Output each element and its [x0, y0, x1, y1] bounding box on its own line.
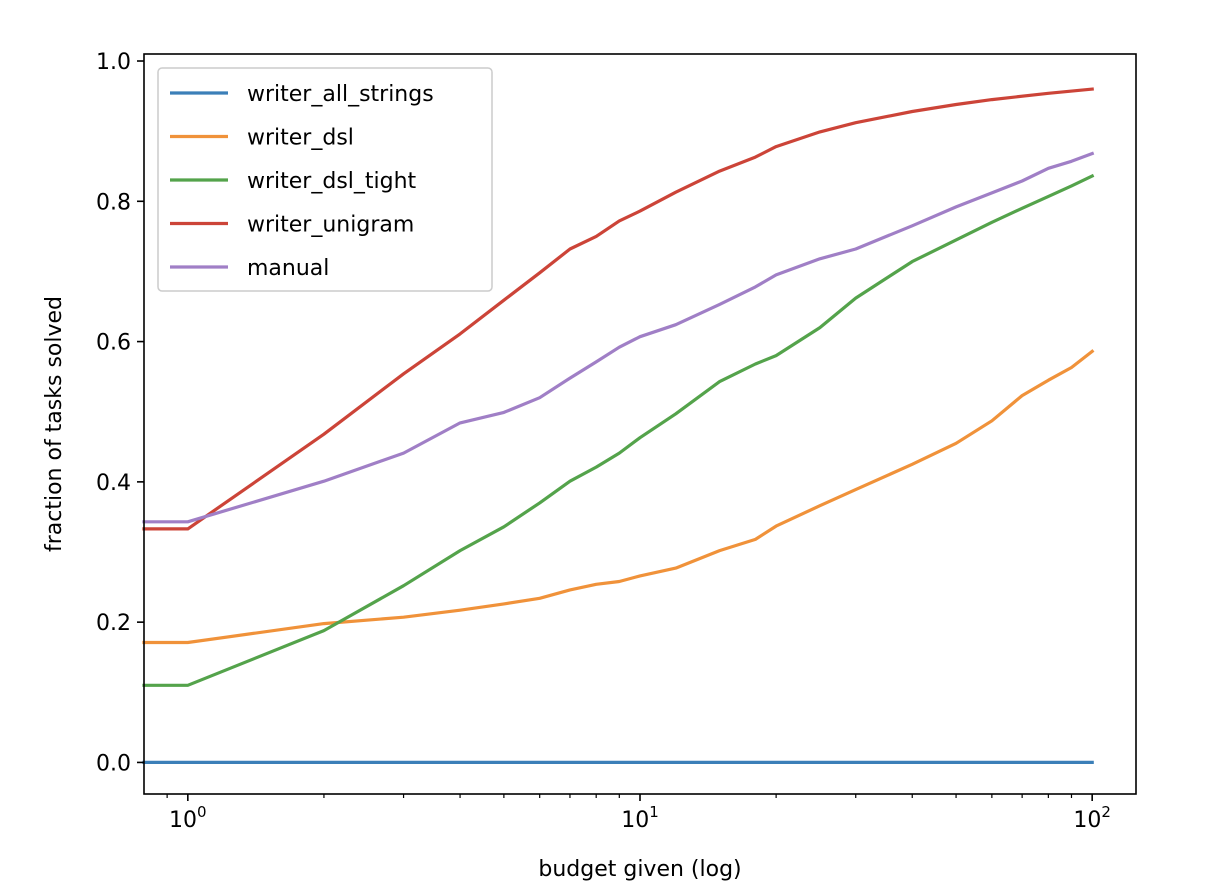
legend-label-writer_unigram: writer_unigram — [247, 213, 414, 238]
y-tick-label: 1.0 — [96, 50, 131, 75]
legend-label-writer_dsl_tight: writer_dsl_tight — [247, 169, 417, 194]
series-line-writer_unigram — [142, 87, 1094, 531]
x-tick-label: 102 — [1073, 803, 1111, 833]
legend-label-manual: manual — [247, 256, 329, 281]
y-tick-label: 0.8 — [96, 190, 131, 215]
y-axis-label: fraction of tasks solved — [42, 296, 67, 552]
y-tick-label: 0.6 — [96, 331, 131, 356]
series-layer — [142, 87, 1095, 764]
series-line-writer_dsl_tight — [142, 173, 1095, 687]
x-axis-label: budget given (log) — [538, 857, 741, 882]
legend-label-writer_dsl: writer_dsl — [247, 126, 354, 151]
x-tick-label: 101 — [621, 803, 659, 833]
series-line-manual — [142, 151, 1095, 524]
legend: writer_all_strings writer_dsl writer_dsl_t… — [157, 67, 493, 292]
y-tick-label: 0.4 — [96, 471, 131, 496]
x-tick-label: 100 — [169, 803, 207, 833]
y-tick-label: 0.0 — [96, 751, 131, 776]
y-tick-label: 0.2 — [96, 611, 131, 636]
legend-box — [157, 67, 493, 292]
legend-label-writer_all_strings: writer_all_strings — [247, 82, 434, 107]
ticks-layer: 0.0 0.2 0.4 0.6 0.8 1.0 100 101 102 — [96, 50, 1111, 833]
series-line-writer_dsl — [142, 349, 1095, 645]
